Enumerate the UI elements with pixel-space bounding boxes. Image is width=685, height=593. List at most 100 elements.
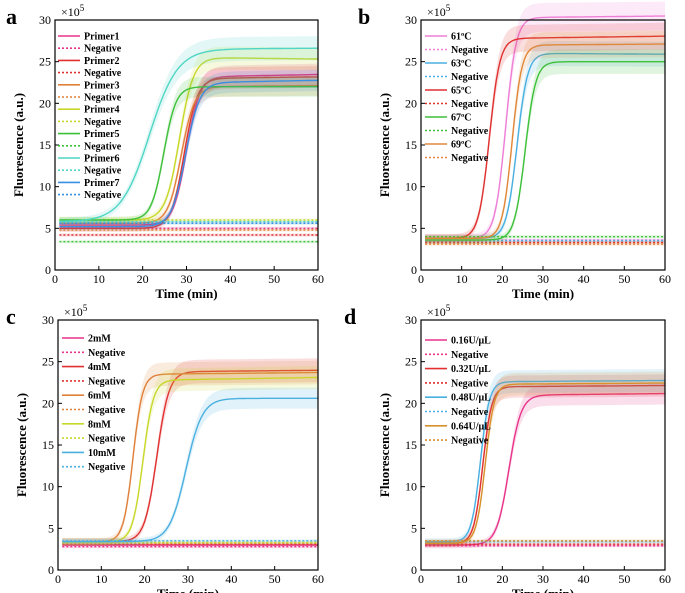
x-tick-label: 60 bbox=[659, 572, 671, 586]
legend-label: 2mM bbox=[88, 334, 111, 345]
series-band bbox=[425, 371, 665, 547]
x-tick-label: 0 bbox=[418, 572, 424, 586]
axis-multiplier: ×105 bbox=[61, 3, 85, 19]
x-axis-label: Time (min) bbox=[512, 286, 574, 301]
legend-label: 67ºC bbox=[451, 113, 472, 124]
series-band bbox=[425, 31, 665, 243]
x-tick-label: 20 bbox=[139, 572, 151, 586]
legend-label: Primer4 bbox=[84, 105, 120, 116]
legend-label: Primer6 bbox=[84, 154, 120, 165]
legend-label: Primer3 bbox=[84, 80, 120, 91]
series-line-6 bbox=[425, 61, 665, 241]
y-tick-label: 30 bbox=[42, 313, 54, 327]
y-tick-label: 5 bbox=[411, 521, 417, 535]
legend-label: 0.32U/μL bbox=[451, 364, 491, 375]
y-tick-label: 30 bbox=[405, 313, 417, 327]
x-tick-label: 30 bbox=[537, 572, 549, 586]
y-tick-label: 20 bbox=[39, 96, 51, 110]
x-tick-label: 50 bbox=[618, 572, 630, 586]
y-tick-label: 15 bbox=[39, 138, 51, 152]
series-line-2 bbox=[425, 384, 665, 544]
legend-label: Negative bbox=[88, 405, 126, 416]
series-group bbox=[425, 369, 666, 549]
legend-label: 6mM bbox=[88, 391, 111, 402]
legend-label: 65ºC bbox=[451, 86, 472, 97]
y-tick-label: 25 bbox=[405, 55, 417, 69]
legend: 61ºC Negative 63ºC Negative 65ºC Negative 67ºC… bbox=[425, 32, 489, 164]
x-tick-label: 50 bbox=[268, 272, 280, 286]
axis-multiplier: ×105 bbox=[64, 303, 88, 319]
series-group bbox=[425, 1, 666, 246]
legend: 2mM Negative 4mM Negative 6mM Negative 8mM Nega… bbox=[62, 334, 126, 473]
x-tick-label: 10 bbox=[95, 572, 107, 586]
x-tick-label: 20 bbox=[496, 272, 508, 286]
y-tick-label: 0 bbox=[411, 263, 417, 277]
legend-label: Negative bbox=[451, 72, 489, 83]
legend-label: 61ºC bbox=[451, 32, 472, 43]
y-tick-label: 20 bbox=[42, 396, 54, 410]
series-band bbox=[425, 544, 665, 548]
legend-label: Negative bbox=[88, 434, 126, 445]
series-band bbox=[59, 36, 319, 226]
series-band bbox=[62, 541, 318, 545]
series-line-12 bbox=[59, 79, 319, 228]
y-tick-label: 5 bbox=[48, 521, 54, 535]
legend-label: Primer1 bbox=[84, 32, 120, 43]
y-tick-label: 15 bbox=[405, 138, 417, 152]
y-tick-label: 15 bbox=[42, 438, 54, 452]
y-tick-label: 30 bbox=[39, 13, 51, 27]
y-tick-label: 30 bbox=[405, 13, 417, 27]
series-line-8 bbox=[425, 43, 665, 239]
series-band bbox=[59, 69, 319, 230]
series-band bbox=[425, 369, 665, 546]
x-tick-label: 40 bbox=[224, 272, 236, 286]
y-tick-label: 10 bbox=[42, 480, 54, 494]
legend: Primer1NegativePrimer2NegativePrimer3Neg… bbox=[58, 32, 122, 201]
legend-label: 8mM bbox=[88, 419, 111, 430]
legend-label: Negative bbox=[88, 376, 126, 387]
x-tick-label: 0 bbox=[55, 572, 61, 586]
axis-multiplier: ×105 bbox=[427, 3, 451, 19]
legend-label: Primer2 bbox=[84, 56, 120, 67]
series-line-8 bbox=[59, 86, 318, 221]
series-band bbox=[59, 75, 319, 227]
y-tick-label: 20 bbox=[405, 396, 417, 410]
x-tick-label: 60 bbox=[659, 272, 671, 286]
y-tick-label: 25 bbox=[39, 55, 51, 69]
series-band bbox=[59, 66, 319, 232]
series-band bbox=[425, 540, 665, 544]
y-axis-label: Fluorescence (a.u.) bbox=[377, 393, 392, 497]
series-band bbox=[425, 374, 665, 547]
legend-label: Negative bbox=[88, 348, 126, 359]
legend-label: 63ºC bbox=[451, 59, 472, 70]
y-tick-label: 20 bbox=[405, 96, 417, 110]
x-axis-label: Time (min) bbox=[512, 586, 574, 593]
y-tick-label: 25 bbox=[405, 355, 417, 369]
legend-label: Negative bbox=[451, 378, 489, 389]
series-line-2 bbox=[59, 76, 318, 229]
y-tick-label: 25 bbox=[42, 355, 54, 369]
x-axis-label: Time (min) bbox=[155, 286, 217, 301]
x-tick-label: 20 bbox=[137, 272, 149, 286]
series-band bbox=[425, 241, 665, 244]
y-axis-label: Fluorescence (a.u.) bbox=[11, 93, 26, 197]
x-tick-label: 10 bbox=[456, 572, 468, 586]
series-band bbox=[62, 545, 318, 549]
legend-label: Negative bbox=[451, 436, 489, 447]
series-group bbox=[62, 358, 318, 549]
x-tick-label: 60 bbox=[312, 272, 324, 286]
legend-label: Primer5 bbox=[84, 129, 120, 140]
y-tick-label: 5 bbox=[411, 221, 417, 235]
x-tick-label: 50 bbox=[269, 572, 281, 586]
y-tick-label: 0 bbox=[48, 563, 54, 577]
legend-label: 4mM bbox=[88, 362, 111, 373]
legend-label: 10mM bbox=[88, 448, 116, 459]
legend-label: Negative bbox=[84, 190, 122, 201]
series-band bbox=[425, 539, 665, 543]
legend-label: Negative bbox=[451, 99, 489, 110]
x-tick-label: 30 bbox=[537, 272, 549, 286]
